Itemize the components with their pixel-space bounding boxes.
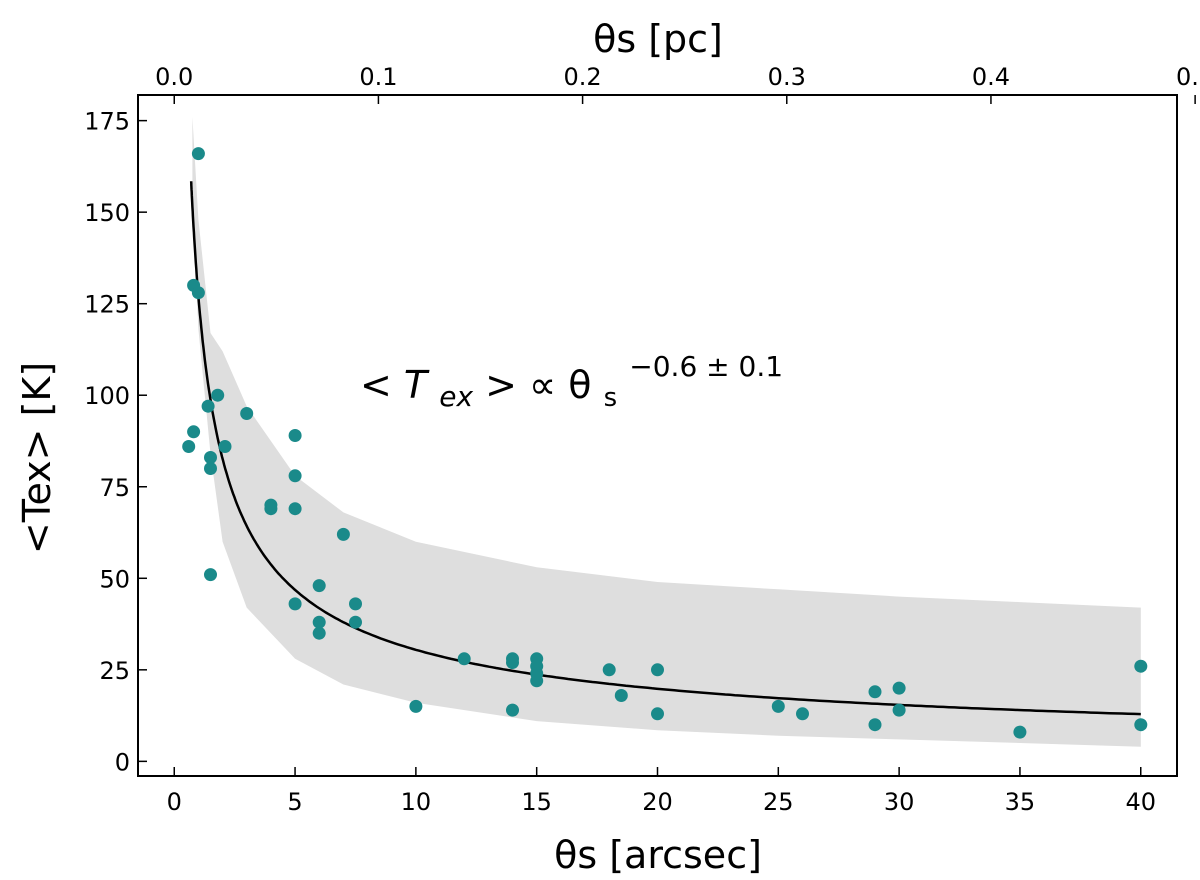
y-tick-label: 0: [115, 748, 130, 776]
data-point: [892, 681, 906, 695]
uncertainty-band: [192, 117, 1141, 747]
data-point: [1134, 718, 1148, 732]
uncertainty-band-layer: [192, 117, 1141, 747]
data-point: [614, 689, 628, 702]
data-point: [771, 699, 785, 713]
data-point: [1013, 725, 1027, 739]
data-point: [264, 502, 278, 516]
x-tick-label: 20: [642, 788, 673, 816]
x-tick-label: 10: [401, 788, 432, 816]
data-point: [191, 147, 205, 161]
data-point: [182, 440, 196, 453]
x-tick-label: 25: [763, 788, 794, 816]
y-tick-label: 75: [99, 474, 130, 502]
data-point: [288, 469, 302, 483]
data-point: [204, 462, 217, 475]
annotation-sub: s: [604, 383, 618, 413]
annotation-t: T: [404, 363, 430, 407]
annotation-ex: ex: [439, 380, 473, 413]
fit-curve: [189, 181, 1141, 716]
data-point: [312, 615, 326, 629]
data-point: [409, 699, 423, 713]
x-axis-label: θs [arcsec]: [554, 833, 762, 877]
top-tick-label: 0.0: [155, 63, 193, 91]
data-point: [506, 656, 519, 669]
top-tick-label: 0.3: [768, 63, 806, 91]
y-tick-label: 150: [84, 199, 130, 227]
plot-frame: [137, 94, 1178, 777]
axis-ticks-layer: 0 5 10 15 20 25 30 35 40 0 25 50 75 100 125 150 175 0.0 0.…: [84, 63, 1200, 816]
x-tick-label: 35: [1005, 788, 1036, 816]
data-point: [312, 579, 326, 593]
data-point: [349, 615, 362, 629]
annotation-close: > ∝ θ: [485, 363, 591, 407]
data-point: [288, 502, 302, 516]
x-tick-label: 0: [167, 788, 182, 816]
y-tick-label: 25: [99, 657, 130, 685]
data-point: [204, 451, 217, 464]
data-point: [868, 685, 882, 699]
data-point: [892, 703, 906, 717]
data-point: [187, 425, 201, 439]
fit-curve-layer: [189, 181, 1141, 716]
data-point: [651, 663, 664, 677]
data-point: [651, 707, 664, 721]
data-point: [530, 674, 544, 688]
top-tick-label: 0.2: [564, 63, 602, 91]
data-point: [211, 388, 225, 402]
top-tick-label: 0.4: [972, 63, 1010, 91]
data-point: [288, 429, 302, 442]
y-tick-label: 100: [84, 382, 130, 410]
top-tick-label: 0.1: [359, 63, 397, 91]
data-point: [336, 527, 350, 541]
y-axis-label: <Tex> [K]: [15, 362, 59, 554]
data-point: [312, 626, 326, 640]
data-point: [204, 568, 217, 582]
x-tick-label: 30: [884, 788, 915, 816]
top-tick-label: 0.5: [1176, 63, 1200, 91]
data-point: [602, 663, 616, 677]
y-tick-label: 50: [99, 565, 130, 593]
data-points-layer: [182, 147, 1148, 739]
x-tick-label: 40: [1125, 788, 1156, 816]
data-point: [868, 718, 882, 732]
y-tick-label: 175: [84, 108, 130, 136]
data-point: [796, 707, 809, 721]
data-point: [240, 407, 254, 420]
data-point: [218, 440, 232, 453]
data-point: [349, 597, 362, 611]
annotation-exponent: −0.6 ± 0.1: [629, 350, 783, 383]
x-axis-top-label: θs [pc]: [593, 17, 723, 61]
data-point: [201, 399, 215, 413]
fit-annotation: < T ex > ∝ θ s −0.6 ± 0.1: [360, 350, 783, 415]
data-point: [457, 652, 471, 666]
data-point: [288, 597, 302, 611]
data-point: [506, 703, 519, 717]
data-point: [191, 286, 205, 300]
y-tick-label: 125: [84, 291, 130, 319]
data-point: [1134, 659, 1148, 673]
x-tick-label: 15: [521, 788, 552, 816]
annotation-lhs: <: [360, 363, 404, 407]
x-tick-label: 5: [287, 788, 302, 816]
